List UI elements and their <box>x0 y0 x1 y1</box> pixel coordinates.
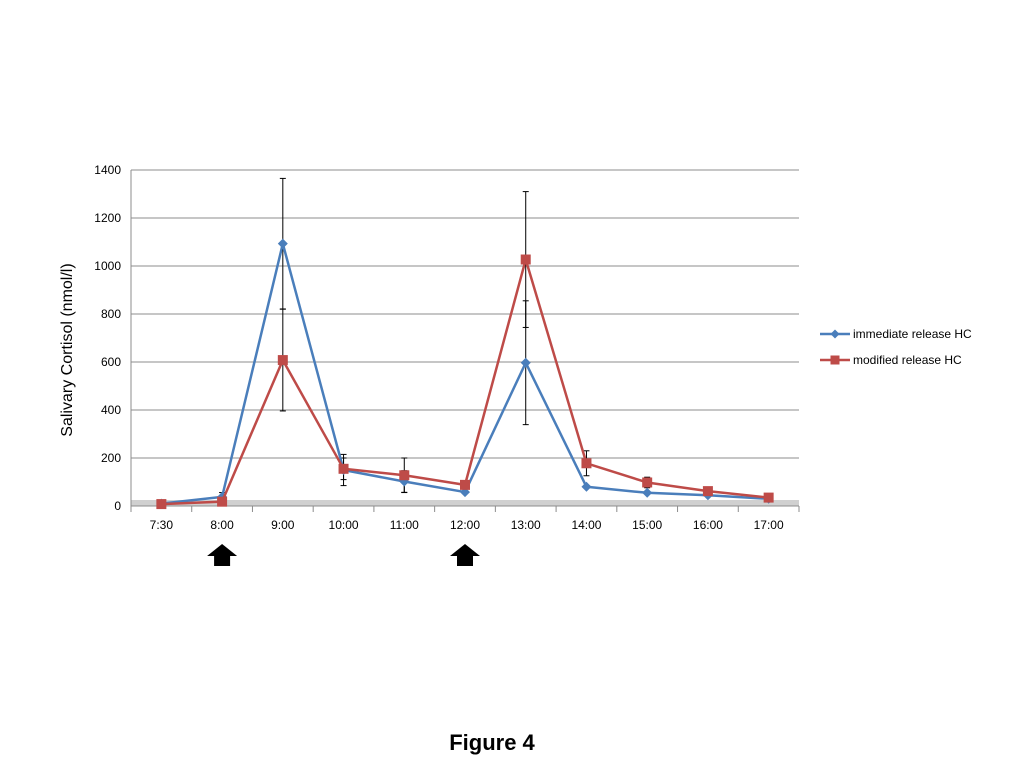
x-tick-label: 7:30 <box>150 518 174 532</box>
x-tick-label: 16:00 <box>693 518 723 532</box>
y-tick-label: 1400 <box>94 163 121 177</box>
y-tick-label: 0 <box>114 499 121 513</box>
series-layer <box>156 238 774 510</box>
legend-item-1: immediate release HC <box>820 327 972 341</box>
error-bar-layer <box>219 177 651 502</box>
y-tick-label: 1200 <box>94 211 121 225</box>
y-axis-label: Salivary Cortisol (nmol/l) <box>59 263 76 436</box>
series-line <box>161 258 769 506</box>
data-point <box>277 238 288 249</box>
data-point <box>642 487 653 498</box>
legend: immediate release HC modified release HC <box>820 327 972 367</box>
grid-layer <box>131 169 799 459</box>
y-tick-label: 200 <box>101 451 121 465</box>
figure-caption: Figure 4 <box>449 730 535 755</box>
legend-label: immediate release HC <box>853 327 972 341</box>
x-tick-label: 12:00 <box>450 518 480 532</box>
x-tick-label: 15:00 <box>632 518 662 532</box>
series-1 <box>156 238 774 509</box>
x-tick-label: 8:00 <box>210 518 234 532</box>
data-point <box>581 458 592 469</box>
data-point <box>830 329 840 339</box>
x-tick-label: 9:00 <box>271 518 295 532</box>
data-point <box>581 481 592 492</box>
x-tick-label: 14:00 <box>571 518 601 532</box>
dose-arrow-layer <box>207 544 480 566</box>
data-point <box>277 355 288 366</box>
data-point <box>156 499 167 510</box>
y-tick-label: 800 <box>101 307 121 321</box>
data-point <box>520 357 531 368</box>
data-point <box>702 486 713 497</box>
data-point <box>763 492 774 503</box>
legend-label: modified release HC <box>853 353 962 367</box>
x-tick-label: 11:00 <box>390 518 419 532</box>
data-point <box>520 254 531 265</box>
y-tick-label: 600 <box>101 355 121 369</box>
data-point <box>399 470 410 481</box>
legend-item-2: modified release HC <box>820 353 962 367</box>
x-axis-band <box>131 500 799 506</box>
dose-arrow-icon <box>207 544 238 566</box>
x-tick-label: 10:00 <box>329 518 359 532</box>
x-tick-label: 17:00 <box>754 518 784 532</box>
axis-layer: 0 200 400 600 800 1000 1200 1400 7:30 8:00 9:00 10:… <box>94 163 800 532</box>
x-tick-label: 13:00 <box>511 518 541 532</box>
data-point <box>642 477 653 488</box>
data-point <box>460 479 470 490</box>
dose-arrow-icon <box>450 544 480 566</box>
y-tick-label: 1000 <box>94 259 121 273</box>
y-tick-label: 400 <box>101 403 121 417</box>
data-point <box>830 355 840 365</box>
data-point <box>338 463 349 474</box>
series-2 <box>156 254 774 510</box>
series-line <box>161 242 769 505</box>
data-point <box>217 496 228 507</box>
